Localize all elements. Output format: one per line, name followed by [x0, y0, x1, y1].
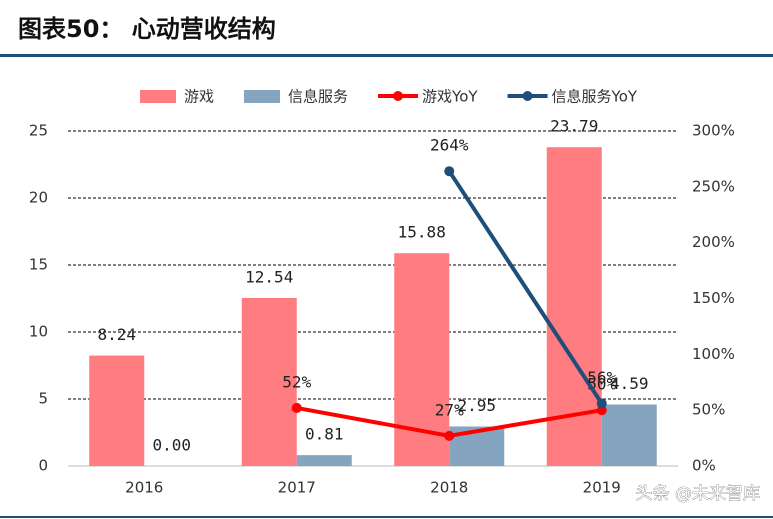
value-label: 0.81 — [305, 425, 344, 444]
point — [444, 166, 455, 177]
value-label: 15.88 — [398, 223, 446, 242]
value-label: 0.00 — [152, 436, 191, 455]
y-tick-label: 10 — [29, 323, 48, 341]
y2-tick-label: 100% — [692, 345, 735, 363]
y-tick-label: 20 — [29, 189, 48, 207]
title-rule — [0, 54, 773, 57]
legend-label: 游戏YoY — [422, 88, 478, 106]
x-tick-label: 2016 — [125, 479, 163, 497]
y-tick-label: 25 — [29, 122, 48, 140]
value-label: 52% — [282, 372, 311, 391]
y2-tick-label: 300% — [692, 122, 735, 140]
y-tick-label: 15 — [29, 256, 48, 274]
y-tick-label: 0 — [38, 457, 48, 475]
point — [444, 430, 455, 441]
value-label: 56% — [587, 368, 616, 387]
value-label: 2.95 — [457, 396, 496, 415]
y2-tick-label: 0% — [692, 457, 716, 475]
point — [596, 398, 607, 409]
line — [447, 170, 604, 405]
x-tick-label: 2018 — [430, 479, 468, 497]
value-label: 12.54 — [245, 267, 293, 286]
value-label: 264% — [430, 136, 469, 155]
bar — [241, 297, 297, 466]
legend-swatch — [393, 91, 404, 101]
y2-tick-label: 200% — [692, 233, 735, 251]
value-label: 27% — [435, 400, 464, 419]
value-label: 4.59 — [610, 374, 649, 393]
bottom-rule — [0, 516, 773, 518]
y-tick-label: 5 — [38, 390, 48, 408]
legend-swatch — [244, 90, 281, 103]
bar — [89, 355, 145, 466]
bar — [601, 404, 657, 466]
y2-tick-label: 250% — [692, 177, 735, 195]
legend-swatch — [522, 91, 533, 101]
value-label: 23.79 — [550, 117, 598, 136]
value-label: 8.24 — [97, 325, 136, 344]
y2-tick-label: 50% — [692, 401, 725, 419]
legend-label: 信息服务YoY — [552, 88, 638, 106]
watermark: 头条 @未来智库 — [636, 484, 760, 504]
x-tick-label: 2019 — [583, 479, 621, 497]
bar — [296, 455, 352, 466]
value-label: 50% — [587, 375, 616, 394]
page-title: 图表50： 心动营收结构 — [18, 15, 276, 43]
x-tick-label: 2017 — [278, 479, 316, 497]
y2-tick-label: 150% — [692, 289, 735, 307]
legend-label: 信息服务 — [288, 88, 348, 106]
legend-swatch — [140, 90, 176, 103]
point — [291, 402, 302, 413]
legend-label: 游戏 — [184, 88, 214, 106]
